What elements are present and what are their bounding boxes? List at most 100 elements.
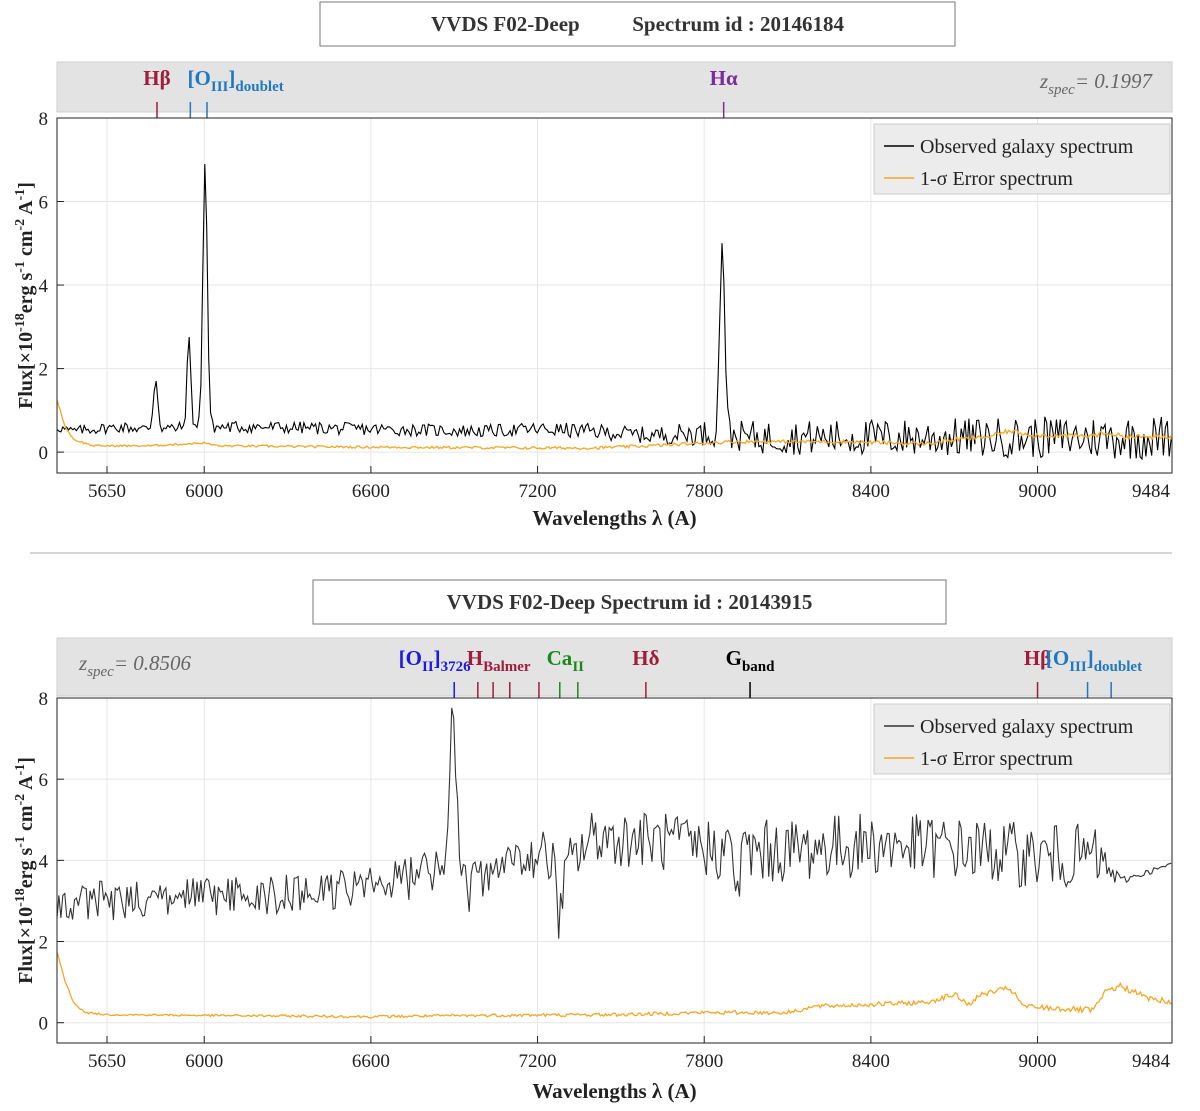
series-line-observed	[56, 707, 1172, 939]
y-label-sup: -1	[13, 764, 28, 776]
chart-panel-2: VVDS F02-Deep Spectrum id : 20143915 zspe…	[13, 579, 1173, 1103]
series-line-error	[56, 399, 1173, 451]
redshift-symbol: z	[78, 651, 87, 675]
line-marker-name: Hβ	[1024, 646, 1051, 670]
x-tick-label: 9000	[1019, 1051, 1057, 1072]
y-label-part: cm	[15, 805, 37, 836]
line-marker-4: Hδ	[632, 646, 660, 698]
y-tick-label: 4	[39, 276, 49, 297]
line-marker-3: CaII	[547, 646, 585, 698]
line-marker-subscript: III	[211, 79, 229, 95]
line-marker-subscript: III	[1069, 659, 1087, 675]
redshift-value: = 0.1997	[1075, 69, 1154, 93]
line-marker-name: Ca	[547, 646, 573, 670]
chart-panel-1: VVDS F02-Deep Spectrum id : 20146184 zspe…	[13, 1, 1173, 530]
line-marker-5: Gband	[726, 646, 776, 698]
line-marker-label: Hδ	[632, 646, 659, 670]
x-tick-label: 7800	[685, 481, 723, 502]
x-tick-label: 6600	[352, 1051, 390, 1072]
series-line-observed	[56, 163, 1172, 461]
y-label-part: cm	[15, 230, 37, 261]
x-tick-label: 6000	[185, 481, 223, 502]
series-line-error	[56, 951, 1173, 1019]
y-label-part: A	[15, 200, 37, 219]
line-marker-subscript: II	[422, 659, 434, 675]
line-marker-1: [OII]3726	[399, 646, 472, 698]
redshift-symbol: z	[1039, 69, 1048, 93]
chart-title: VVDS F02-Deep Spectrum id : 20146184	[431, 12, 844, 36]
y-label-part: Flux[×10	[15, 907, 37, 984]
line-marker-2: HBalmer	[467, 646, 540, 698]
line-marker-subscript2: 3726	[441, 659, 472, 675]
legend-label: 1-σ Error spectrum	[920, 168, 1073, 190]
redshift-label: zspec= 0.8506	[78, 651, 192, 680]
y-tick-label: 0	[39, 1014, 49, 1035]
y-label-sup: -18	[13, 888, 28, 907]
chart-title: VVDS F02-Deep Spectrum id : 20143915	[447, 590, 813, 614]
line-marker-bracket: ]	[1087, 646, 1094, 670]
line-marker-7: [OIII]doublet	[1046, 646, 1142, 698]
line-marker-label: Gband	[726, 646, 776, 675]
redshift-subscript: spec	[87, 664, 114, 680]
y-label-part: ]	[15, 182, 37, 189]
y-label-sup: -2	[13, 794, 28, 806]
x-axis-label: Wavelengths λ (A)	[532, 506, 696, 530]
y-tick-label: 2	[39, 933, 49, 954]
legend-box	[873, 703, 1171, 775]
legend-label: Observed galaxy spectrum	[920, 136, 1134, 158]
plot-frame	[56, 117, 1173, 474]
legend-box	[873, 123, 1171, 195]
line-marker-subscript: band	[742, 659, 775, 675]
x-tick-label: 6000	[185, 1051, 223, 1072]
y-label-sup: -2	[13, 219, 28, 231]
line-marker-6: Hβ	[1024, 646, 1051, 698]
x-tick-label: 7200	[519, 1051, 557, 1072]
legend-label: 1-σ Error spectrum	[920, 748, 1073, 770]
line-marker-band	[56, 61, 1173, 113]
y-tick-label: 8	[39, 109, 49, 130]
line-marker-label: Hβ	[143, 66, 170, 90]
x-tick-label: 9484	[1132, 1051, 1171, 1072]
line-marker-bracket: ]	[434, 646, 441, 670]
line-marker-bracket: ]	[228, 66, 235, 90]
y-label-part: A	[15, 775, 37, 794]
redshift-subscript: spec	[1048, 82, 1075, 98]
y-label-part: ]	[15, 757, 37, 764]
x-tick-label: 5650	[88, 1051, 126, 1072]
x-tick-label: 8400	[852, 1051, 890, 1072]
x-tick-label: 8400	[852, 481, 890, 502]
line-marker-3: Hα	[710, 66, 738, 118]
line-marker-2: [OIII]doublet	[188, 66, 284, 118]
y-axis-label: Flux[×10-18erg s-1 cm-2 A-1]	[13, 757, 37, 984]
line-marker-name: Hδ	[632, 646, 659, 670]
line-marker-label: Hα	[710, 66, 738, 90]
y-label-sup: -1	[13, 189, 28, 201]
y-label-part: erg s	[15, 272, 37, 313]
y-label-part: Flux[×10	[15, 332, 37, 409]
y-tick-label: 4	[39, 851, 49, 872]
chart-title-box	[319, 1, 956, 47]
line-marker-subscript: Balmer	[483, 659, 531, 675]
line-marker-name: Hβ	[143, 66, 170, 90]
line-marker-name: G	[726, 646, 742, 670]
x-tick-label: 7800	[685, 1051, 723, 1072]
line-marker-subscript2: doublet	[235, 79, 283, 95]
line-marker-label: [OIII]doublet	[1046, 646, 1142, 675]
redshift-label: zspec= 0.1997	[1039, 69, 1154, 98]
x-axis-label: Wavelengths λ (A)	[532, 1079, 696, 1103]
x-tick-label: 9484	[1132, 481, 1171, 502]
line-marker-subscript: II	[572, 659, 584, 675]
y-label-sup: -18	[13, 313, 28, 332]
line-marker-label: Hβ	[1024, 646, 1051, 670]
y-axis-label: Flux[×10-18erg s-1 cm-2 A-1]	[13, 182, 37, 409]
legend-label: Observed galaxy spectrum	[920, 716, 1134, 738]
y-label-sup: -1	[13, 261, 28, 273]
x-tick-label: 5650	[88, 481, 126, 502]
line-marker-label: CaII	[547, 646, 585, 675]
x-tick-label: 9000	[1019, 481, 1057, 502]
y-label-sup: -1	[13, 836, 28, 848]
line-marker-name: [O	[188, 66, 211, 90]
y-label-part: erg s	[15, 847, 37, 888]
line-marker-name: [O	[399, 646, 422, 670]
y-tick-label: 2	[39, 360, 49, 381]
